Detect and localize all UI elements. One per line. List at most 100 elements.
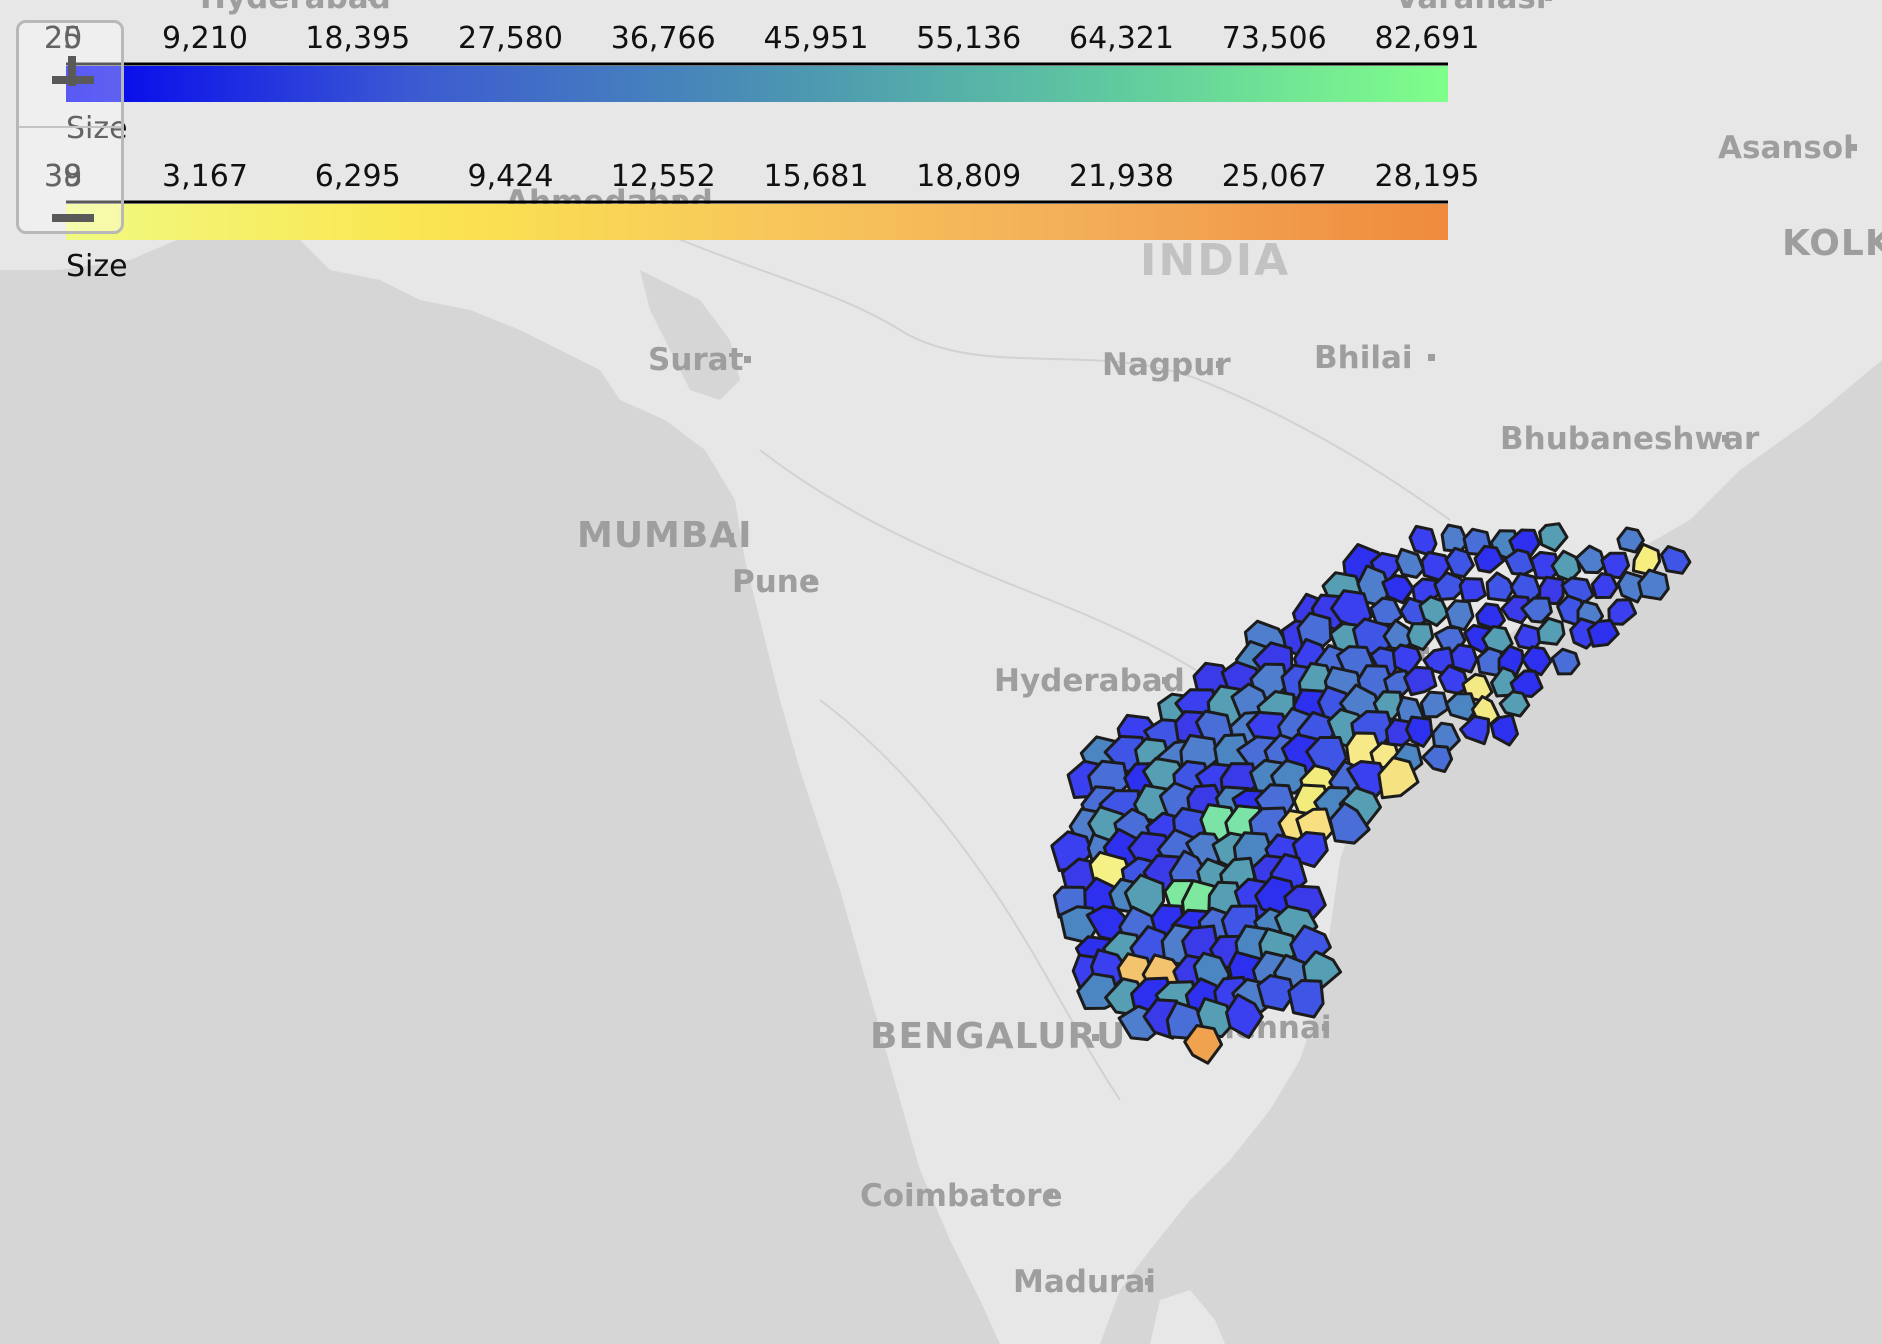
- city-marker-coimbatore: [1046, 1192, 1053, 1199]
- region-59[interactable]: [1586, 618, 1620, 648]
- region-173[interactable]: [1291, 831, 1329, 869]
- region-45[interactable]: [1607, 598, 1638, 626]
- legend-tick-label: 9,210: [162, 21, 248, 56]
- region-26[interactable]: [1485, 571, 1516, 603]
- region-71[interactable]: [1520, 645, 1553, 677]
- city-label-surat: Surat: [648, 342, 744, 378]
- region-68[interactable]: [1449, 643, 1479, 674]
- city-label-asansol: Asansol: [1718, 130, 1854, 166]
- city-label-bhilai: Bhilai: [1314, 340, 1413, 376]
- legend-marker: [52, 214, 94, 222]
- legend-tick-label: 9,424: [468, 159, 554, 194]
- region-72[interactable]: [1550, 647, 1581, 676]
- region-5[interactable]: [1538, 522, 1569, 553]
- city-marker-nagpur: [1216, 361, 1223, 368]
- region-141[interactable]: [1377, 756, 1420, 800]
- city-label-nagpur: Nagpur: [1102, 347, 1231, 383]
- legend-min-label: 38: [44, 159, 82, 194]
- region-38[interactable]: [1418, 595, 1450, 627]
- region-16[interactable]: [1574, 544, 1607, 575]
- region-228[interactable]: [1256, 974, 1296, 1012]
- legend-min-label: 39: [44, 159, 82, 194]
- city-label-varanasi: Varanasi: [1395, 0, 1547, 16]
- legend-tick-label: 21,938: [1069, 159, 1174, 194]
- legend-tick-label: 15,681: [764, 159, 869, 194]
- region-99[interactable]: [1498, 690, 1531, 718]
- city-marker-varanasi: [1545, 0, 1552, 1]
- region-97[interactable]: [1444, 692, 1478, 722]
- region-39[interactable]: [1444, 599, 1475, 632]
- legend-tick-label: 6,295: [315, 159, 401, 194]
- land-sri-lanka: [1150, 1290, 1225, 1344]
- region-56[interactable]: [1513, 623, 1543, 651]
- legend-tick-label: 36,766: [611, 21, 716, 56]
- city-marker-visakhapatnam: [1422, 647, 1429, 654]
- legend-tick-label: 12,552: [611, 159, 716, 194]
- region-17[interactable]: [1600, 551, 1631, 580]
- region-113[interactable]: [1459, 714, 1490, 746]
- region-32[interactable]: [1637, 568, 1670, 601]
- region-57[interactable]: [1536, 616, 1566, 646]
- legend-tick-label: 18,809: [916, 159, 1021, 194]
- legend-tick-label: 45,951: [764, 21, 869, 56]
- region-9[interactable]: [1395, 547, 1426, 579]
- region-19[interactable]: [1659, 545, 1692, 575]
- city-label-hyderabad-top: Hyderabad: [200, 0, 391, 16]
- region-114[interactable]: [1489, 713, 1519, 747]
- region-85[interactable]: [1509, 669, 1544, 698]
- city-marker-hyderabad: [1162, 677, 1169, 684]
- city-marker-hyderabad-top: [368, 0, 375, 1]
- region-6[interactable]: [1616, 526, 1645, 554]
- legend-tick-label: 64,321: [1069, 21, 1174, 56]
- city-marker-bengaluru: [1092, 1034, 1099, 1041]
- region-41[interactable]: [1500, 594, 1533, 625]
- region-111[interactable]: [1404, 715, 1434, 748]
- region-12[interactable]: [1473, 544, 1505, 574]
- city-marker-madurai: [1145, 1278, 1152, 1285]
- city-labels: HyderabadVaranasiAsansolKOLKAhmedabadSur…: [200, 0, 1882, 1300]
- region-52[interactable]: [1406, 622, 1435, 652]
- legend-colorbar: [66, 204, 1448, 240]
- gulf-khambhat: [640, 270, 740, 400]
- region-22[interactable]: [1381, 574, 1415, 605]
- legend-tick-label: 82,691: [1375, 21, 1480, 56]
- legend-tick-label: 28,195: [1375, 159, 1480, 194]
- region-11[interactable]: [1444, 546, 1475, 579]
- region-96[interactable]: [1419, 690, 1450, 719]
- legend-min-label: 20: [44, 21, 82, 56]
- region-163[interactable]: [1328, 801, 1371, 845]
- city-marker-bhubaneshwar: [1722, 435, 1729, 442]
- zoom-in-icon[interactable]: [68, 56, 76, 86]
- region-234[interactable]: [1225, 993, 1264, 1039]
- city-label-bhubaneshwar: Bhubaneshwar: [1500, 421, 1760, 457]
- legend-tick-label: 27,580: [458, 21, 563, 56]
- region-0[interactable]: [1408, 524, 1438, 557]
- city-marker-pune: [810, 578, 817, 585]
- city-label-mumbai: MUMBAI: [577, 515, 753, 556]
- city-marker-bhilai: [1428, 354, 1435, 361]
- city-marker-chennai: [1322, 1024, 1329, 1031]
- legend-colorbar: [66, 66, 1448, 102]
- region-128[interactable]: [1421, 744, 1454, 773]
- legend-tick-label: 55,136: [916, 21, 1021, 56]
- legend-tick-label: 25,067: [1222, 159, 1327, 194]
- city-label-madurai: Madurai: [1013, 1264, 1156, 1300]
- legend-min-label: 25: [44, 21, 82, 56]
- region-25[interactable]: [1458, 577, 1487, 603]
- region-81[interactable]: [1403, 665, 1438, 697]
- zoom-separator: [19, 126, 121, 128]
- legend-tick-label: 73,506: [1222, 21, 1327, 56]
- region-30[interactable]: [1590, 572, 1619, 599]
- region-polygons[interactable]: [1050, 522, 1692, 1065]
- legend-title: Size: [66, 249, 128, 284]
- legend-tick-label: 18,395: [305, 21, 410, 56]
- region-229[interactable]: [1287, 979, 1325, 1019]
- region-24[interactable]: [1433, 571, 1469, 601]
- region-42[interactable]: [1520, 596, 1553, 624]
- country-label: INDIA: [1140, 235, 1290, 286]
- city-label-bengaluru: BENGALURU: [870, 1016, 1126, 1057]
- region-235[interactable]: [1183, 1024, 1224, 1065]
